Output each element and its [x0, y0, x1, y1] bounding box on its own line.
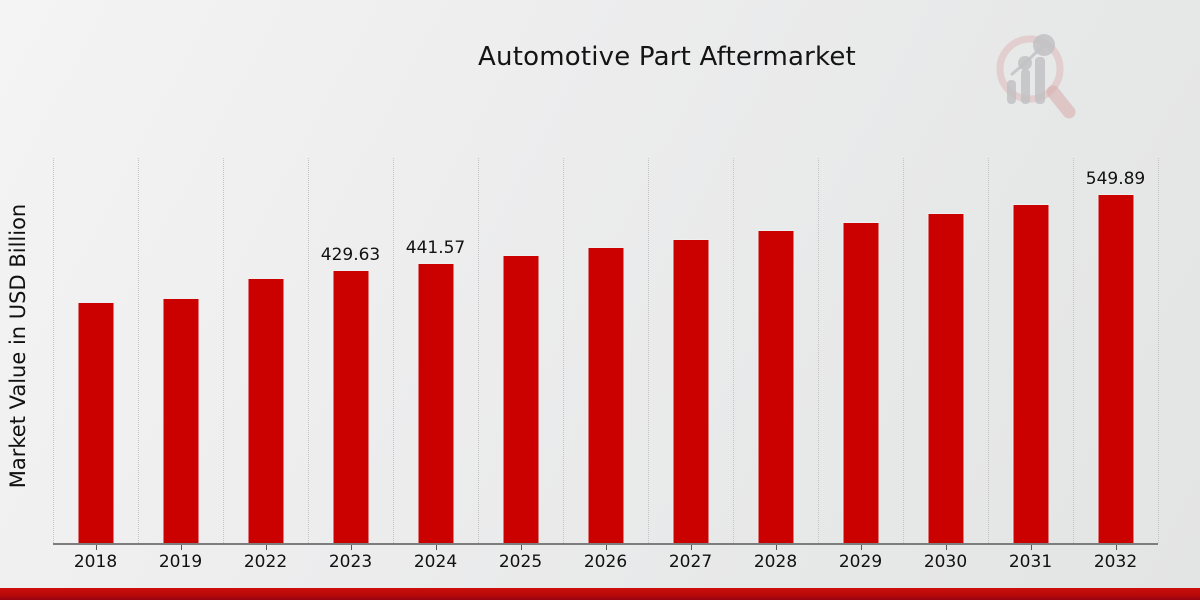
bar-slot: 2027 [648, 158, 733, 572]
bar-slot: 2030 [903, 158, 988, 572]
x-axis-tick [180, 545, 182, 550]
vertical-gridline [1073, 158, 1074, 543]
bar-2031 [1012, 204, 1049, 543]
bar-slot: 2022 [223, 158, 308, 572]
bar-slot: 441.57 2024 [393, 158, 478, 572]
x-axis-tick [945, 545, 947, 550]
x-axis-tick [1115, 545, 1117, 550]
vertical-gridline [1158, 158, 1159, 543]
vertical-gridline [53, 158, 54, 543]
x-axis-tick-label: 2019 [158, 552, 203, 572]
vertical-gridline [478, 158, 479, 543]
vertical-gridline [818, 158, 819, 543]
chart-title: Automotive Part Aftermarket [478, 42, 856, 72]
vertical-gridline [223, 158, 224, 543]
plot-area: 2018 2019 2022 429.63 2023 441.57 2024 2… [53, 158, 1159, 572]
bar-slot: 429.63 2023 [308, 158, 393, 572]
vertical-gridline [733, 158, 734, 543]
x-axis-tick-label: 2029 [838, 552, 883, 572]
x-axis-tick-label: 2030 [923, 552, 968, 572]
bar-slot: 2019 [138, 158, 223, 572]
x-axis-tick [775, 545, 777, 550]
x-axis-tick-label: 2031 [1008, 552, 1053, 572]
vertical-gridline [138, 158, 139, 543]
bar-2023 [332, 270, 369, 543]
x-axis-tick [860, 545, 862, 550]
x-axis-tick-label: 2022 [243, 552, 288, 572]
footer-accent-band [0, 588, 1200, 600]
x-axis-tick [350, 545, 352, 550]
x-axis-tick [95, 545, 97, 550]
bar-value-label: 429.63 [320, 245, 381, 265]
x-axis-tick [690, 545, 692, 550]
bar-2032 [1097, 194, 1134, 543]
x-axis-tick-label: 2032 [1093, 552, 1138, 572]
vertical-gridline [393, 158, 394, 543]
x-axis-tick [520, 545, 522, 550]
bar-slot: 2026 [563, 158, 648, 572]
bar-2024 [417, 263, 454, 543]
bar-value-label: 549.89 [1085, 169, 1146, 189]
vertical-gridline [563, 158, 564, 543]
vertical-gridline [308, 158, 309, 543]
x-axis-tick-label: 2026 [583, 552, 628, 572]
bar-value-label: 441.57 [405, 238, 466, 258]
y-axis-label: Market Value in USD Billion [6, 203, 30, 489]
bar-2029 [842, 222, 879, 543]
x-axis-tick [265, 545, 267, 550]
vertical-gridline [903, 158, 904, 543]
x-axis-tick-label: 2018 [73, 552, 118, 572]
vertical-gridline [988, 158, 989, 543]
x-axis-tick-label: 2024 [413, 552, 458, 572]
x-axis-tick [435, 545, 437, 550]
x-axis-tick-label: 2027 [668, 552, 713, 572]
bar-slot: 2025 [478, 158, 563, 572]
bar-2027 [672, 239, 709, 543]
bar-slot: 2029 [818, 158, 903, 572]
bar-2028 [757, 230, 794, 543]
x-axis-tick-label: 2023 [328, 552, 373, 572]
x-axis-tick [1030, 545, 1032, 550]
vertical-gridline [648, 158, 649, 543]
bar-2025 [502, 255, 539, 543]
bar-2018 [77, 302, 114, 543]
bar-2026 [587, 247, 624, 543]
bar-slot: 2031 [988, 158, 1073, 572]
x-axis-tick-label: 2025 [498, 552, 543, 572]
bar-slot: 2018 [53, 158, 138, 572]
bar-slot: 549.89 2032 [1073, 158, 1158, 572]
bar-2019 [162, 298, 199, 543]
bar-slot: 2028 [733, 158, 818, 572]
magnifier-bar-chart-logo-icon [996, 34, 1076, 119]
bar-2030 [927, 213, 964, 543]
x-axis-tick-label: 2028 [753, 552, 798, 572]
x-axis-tick [605, 545, 607, 550]
bar-2022 [247, 278, 284, 543]
